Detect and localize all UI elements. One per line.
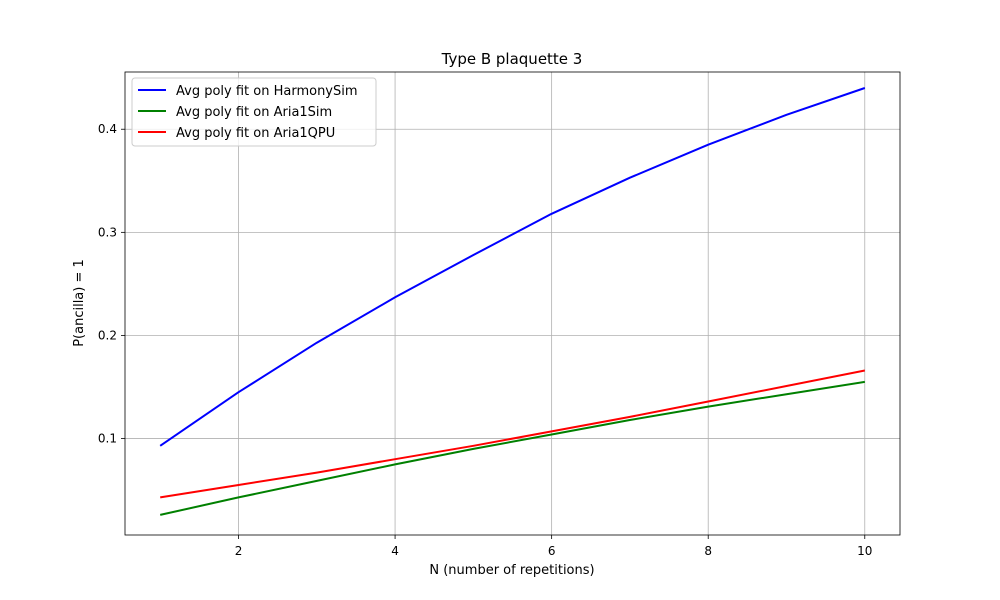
series-line: [159, 380, 865, 516]
y-tick-label: 0.2: [98, 328, 117, 342]
x-axis-ticks: 2 4 6 8 10: [235, 535, 872, 558]
series-lines: [159, 87, 866, 516]
x-tick-label: 6: [548, 544, 556, 558]
x-tick-label: 2: [235, 544, 243, 558]
y-axis-label: P(ancilla) = 1: [72, 259, 87, 347]
y-axis-ticks: 0.1 0.2 0.3 0.4: [98, 122, 125, 446]
legend-label: Avg poly fit on HarmonySim: [176, 84, 358, 99]
plot-frame: [124, 71, 901, 536]
series-line: [159, 87, 866, 447]
legend-label: Avg poly fit on Aria1QPU: [176, 126, 335, 141]
chart-title: Type B plaquette 3: [441, 50, 583, 68]
y-tick-label: 0.1: [98, 432, 117, 446]
y-tick-label: 0.3: [98, 225, 117, 239]
legend-box: [131, 77, 377, 147]
x-tick-label: 8: [704, 544, 712, 558]
x-tick-label: 4: [391, 544, 399, 558]
x-axis-label: N (number of repetitions): [429, 563, 594, 578]
legend-label: Avg poly fit on Aria1Sim: [176, 105, 332, 120]
legend: Avg poly fit on HarmonySim Avg poly fit o…: [131, 77, 377, 147]
series-line: [160, 369, 865, 499]
x-tick-label: 10: [857, 544, 872, 558]
y-tick-label: 0.4: [98, 122, 117, 136]
